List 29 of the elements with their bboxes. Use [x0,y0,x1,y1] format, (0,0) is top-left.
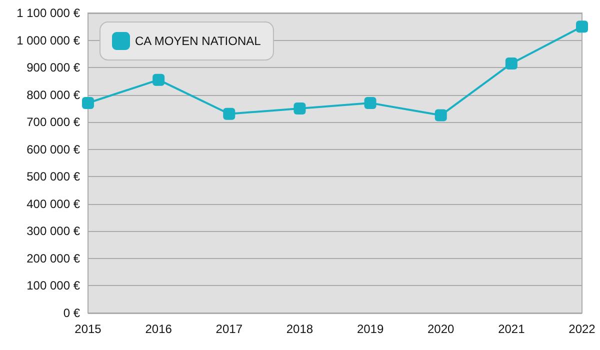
x-tick-label: 2015 [74,322,102,336]
x-tick-label: 2019 [356,322,384,336]
y-tick-label: 500 000 € [26,170,80,184]
x-tick-label: 2018 [286,322,314,336]
point [152,74,165,86]
y-tick-label: 300 000 € [26,224,80,238]
x-tick-label: 2020 [428,322,455,336]
x-tick-label: 2016 [145,322,172,336]
y-tick-label: 1 000 000 € [16,33,80,48]
y-tick-label: 100 000 € [26,278,80,293]
point [434,109,447,122]
y-tick-label: 0 € [63,306,80,320]
point [576,20,588,33]
point [223,108,236,120]
y-tick-label: 800 000 € [26,88,80,102]
point [294,102,306,114]
y-tick-label: 1 100 000 € [16,6,80,20]
legend-label: CA MOYEN NATIONAL [135,34,262,48]
y-tick-label: 400 000 € [26,196,80,211]
x-tick-label: 2021 [498,322,526,336]
point [505,57,518,70]
y-tick-label: 900 000 € [26,60,80,75]
point [82,97,94,109]
point [364,97,376,109]
y-tick-label: 700 000 € [26,115,80,130]
x-tick-label: 2017 [216,322,243,336]
y-tick-label: 600 000 € [26,142,80,156]
x-tick-label: 2022 [568,322,596,336]
y-tick-label: 200 000 € [26,251,80,266]
